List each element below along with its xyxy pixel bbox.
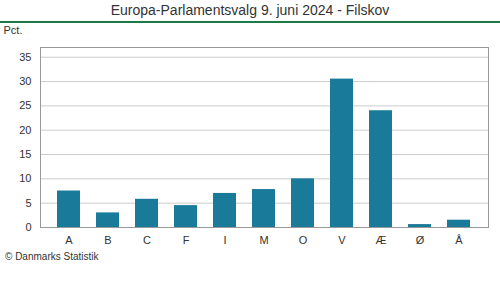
svg-text:10: 10 <box>19 172 31 184</box>
svg-text:30: 30 <box>19 75 31 87</box>
html-text:Europa-Parlamentsvalg 9. juni: Europa-Parlamentsvalg 9. juni 2024 - Fil… <box>110 2 390 18</box>
svg-text:I: I <box>223 234 226 246</box>
svg-text:Å: Å <box>455 234 463 246</box>
svg-text:C: C <box>143 234 151 246</box>
svg-text:O: O <box>299 234 308 246</box>
svg-text:M: M <box>259 234 268 246</box>
html-text:© Danmarks Statistik: © Danmarks Statistik <box>5 251 99 262</box>
svg-text:Pct.: Pct. <box>4 24 23 36</box>
svg-text:A: A <box>65 234 73 246</box>
svg-text:20: 20 <box>19 124 31 136</box>
svg-text:0: 0 <box>25 221 31 233</box>
svg-text:Æ: Æ <box>376 234 387 246</box>
svg-text:B: B <box>104 234 111 246</box>
svg-text:15: 15 <box>19 148 31 160</box>
svg-text:25: 25 <box>19 99 31 111</box>
svg-text:F: F <box>183 234 190 246</box>
svg-text:Ø: Ø <box>416 234 425 246</box>
svg-text:35: 35 <box>19 51 31 63</box>
svg-text:5: 5 <box>25 197 31 209</box>
svg-text:V: V <box>338 234 346 246</box>
